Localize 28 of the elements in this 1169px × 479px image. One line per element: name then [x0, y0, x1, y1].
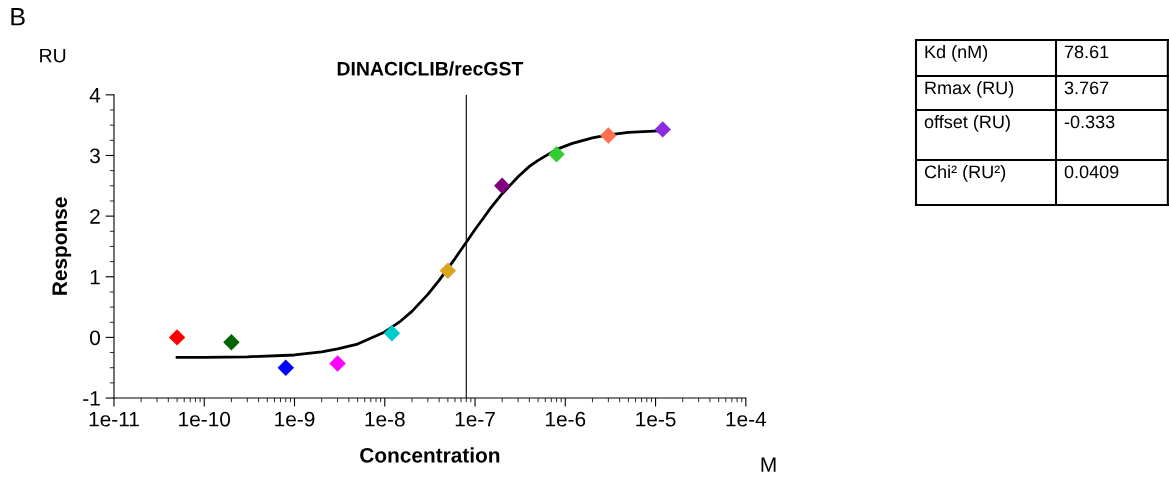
x-tick-label: 1e-4: [726, 412, 767, 427]
x-tick-label: 1e-7: [455, 412, 495, 427]
text: Rmax (RU): [925, 81, 1014, 98]
y-tick-label: 4: [89, 88, 101, 103]
y-tick-label: 0: [90, 330, 100, 346]
y-tick-label: -1: [83, 391, 100, 406]
chart-title: DINACICLIB/recGST: [337, 61, 524, 76]
x-tick-label: 1e-8: [365, 411, 405, 427]
y-tick-label: 3: [89, 148, 100, 164]
x-axis-title: Concentration: [360, 447, 500, 463]
text: offset (RU): [924, 115, 1010, 132]
x-tick-label: 1e-10: [179, 411, 231, 427]
text: Kd (nM): [925, 45, 988, 62]
text: RU: [40, 48, 66, 63]
text: 3.767: [1064, 81, 1109, 95]
text: 0.0409: [1064, 165, 1119, 179]
x-tick-label: 1e-5: [636, 412, 676, 427]
y-tick-label: 1: [90, 269, 100, 285]
text: Chi² (RU²): [924, 165, 1006, 182]
y-axis-title: Response: [52, 197, 72, 295]
text: 78.61: [1064, 45, 1109, 59]
x-tick-label: 1e-6: [546, 411, 586, 427]
text: -0.333: [1064, 115, 1115, 129]
y-tick-label: 2: [90, 209, 100, 224]
text: M: [761, 457, 776, 472]
text: B: [11, 8, 25, 26]
x-tick-label: 1e-9: [275, 411, 315, 427]
x-tick-label: 1e-11: [89, 412, 139, 427]
